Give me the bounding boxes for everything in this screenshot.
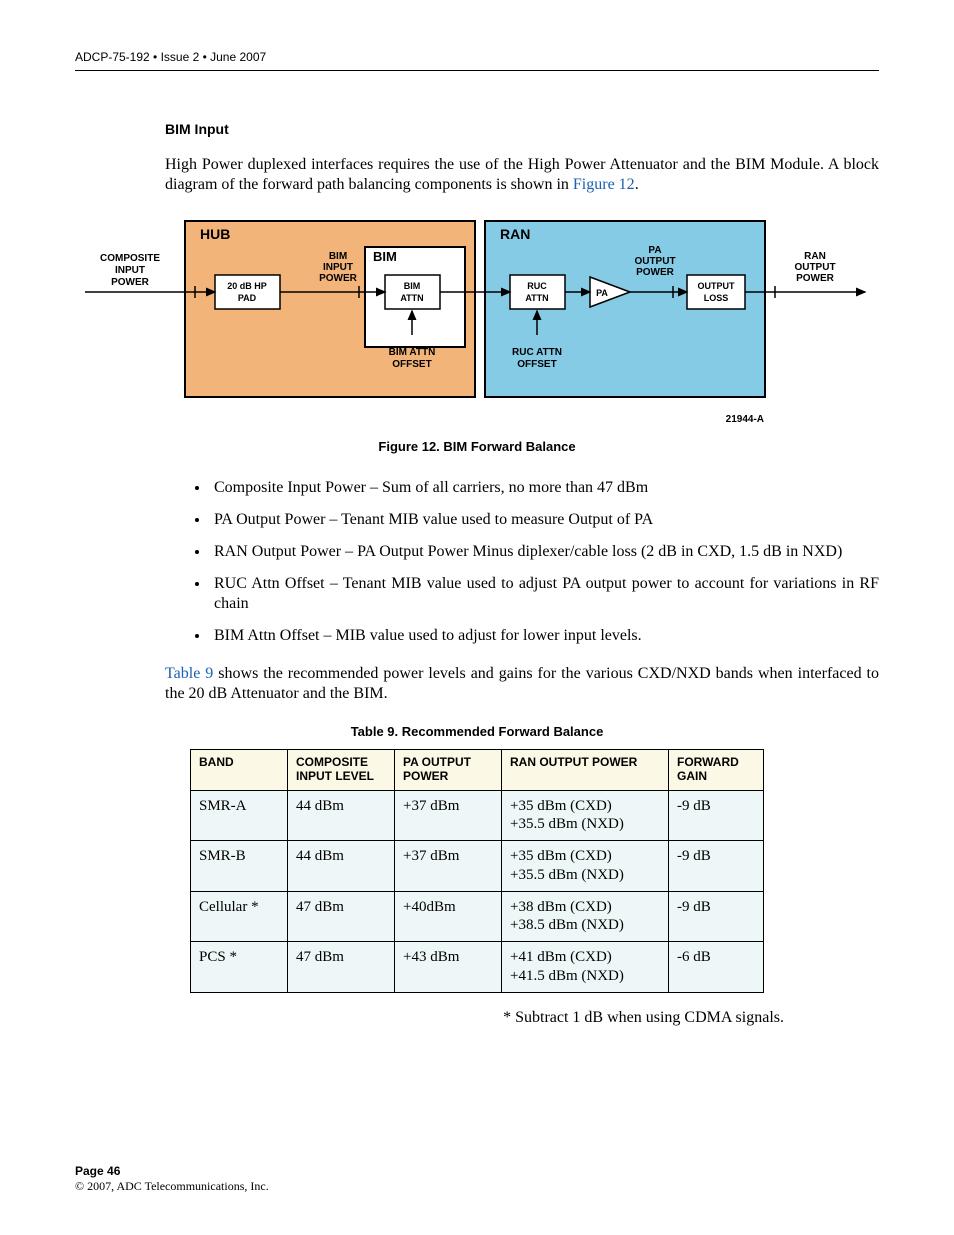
para2-rest: shows the recommended power levels and g… [165, 665, 879, 702]
copyright: © 2007, ADC Telecommunications, Inc. [75, 1179, 269, 1193]
diagram-svg: HUB RAN BIM COMPOSITE INPUT POWER BIM IN… [75, 215, 879, 405]
cell: 47 dBm [288, 891, 395, 942]
section-title: BIM Input [165, 121, 879, 137]
table-caption: Table 9. Recommended Forward Balance [75, 724, 879, 739]
outloss-t2: LOSS [704, 293, 729, 303]
table-header-row: BAND COMPOSITE INPUT LEVEL PA OUTPUT POW… [191, 750, 764, 791]
ran-out-2: OUTPUT [794, 262, 835, 273]
cell: 44 dBm [288, 841, 395, 892]
intro-tail: . [635, 176, 639, 193]
cell: -9 dB [669, 891, 764, 942]
cell: -9 dB [669, 841, 764, 892]
intro-text: High Power duplexed interfaces requires … [165, 156, 879, 193]
cell: -6 dB [669, 942, 764, 993]
figure-caption: Figure 12. BIM Forward Balance [75, 439, 879, 454]
composite-label-1: COMPOSITE [100, 253, 160, 264]
col-composite: COMPOSITE INPUT LEVEL [288, 750, 395, 791]
table-row: Cellular * 47 dBm +40dBm +38 dBm (CXD)+3… [191, 891, 764, 942]
list-item: RAN Output Power – PA Output Power Minus… [210, 542, 879, 562]
cell: +40dBm [395, 891, 502, 942]
block-diagram: HUB RAN BIM COMPOSITE INPUT POWER BIM IN… [75, 215, 879, 425]
table-body: SMR-A 44 dBm +37 dBm +35 dBm (CXD)+35.5 … [191, 790, 764, 992]
cell: Cellular * [191, 891, 288, 942]
hub-label: HUB [200, 226, 230, 242]
rucattn-t2: ATTN [525, 293, 548, 303]
rucattn-t1: RUC [527, 281, 547, 291]
cell: SMR-A [191, 790, 288, 841]
col-pa-output: PA OUTPUT POWER [395, 750, 502, 791]
table-link[interactable]: Table 9 [165, 665, 213, 682]
bullet-list: Composite Input Power – Sum of all carri… [190, 478, 879, 646]
doc-header: ADCP-75-192 • Issue 2 • June 2007 [75, 50, 879, 71]
list-item: RUC Attn Offset – Tenant MIB value used … [210, 574, 879, 614]
cell: +35 dBm (CXD)+35.5 dBm (NXD) [502, 841, 669, 892]
recommended-balance-table: BAND COMPOSITE INPUT LEVEL PA OUTPUT POW… [190, 749, 764, 993]
bim-input-1: BIM [329, 251, 347, 262]
col-band: BAND [191, 750, 288, 791]
table-row: PCS * 47 dBm +43 dBm +41 dBm (CXD)+41.5 … [191, 942, 764, 993]
rucoff-t1: RUC ATTN [512, 347, 562, 358]
diagram-id: 21944-A [75, 414, 764, 425]
page-footer: Page 46 © 2007, ADC Telecommunications, … [75, 1164, 269, 1195]
cell: 47 dBm [288, 942, 395, 993]
figure-link[interactable]: Figure 12 [573, 176, 635, 193]
bim-input-2: INPUT [323, 262, 353, 273]
pa-t: PA [596, 288, 608, 298]
cell: +38 dBm (CXD)+38.5 dBm (NXD) [502, 891, 669, 942]
bimattn-t2: ATTN [400, 293, 423, 303]
table-row: SMR-B 44 dBm +37 dBm +35 dBm (CXD)+35.5 … [191, 841, 764, 892]
pad-t2: PAD [238, 293, 257, 303]
cell: +37 dBm [395, 790, 502, 841]
ran-label: RAN [500, 226, 530, 242]
composite-label-3: POWER [111, 277, 150, 288]
ran-out-3: POWER [796, 273, 835, 284]
pad-t1: 20 dB HP [227, 281, 267, 291]
list-item: BIM Attn Offset – MIB value used to adju… [210, 626, 879, 646]
cell: SMR-B [191, 841, 288, 892]
cell: PCS * [191, 942, 288, 993]
composite-label-2: INPUT [115, 265, 145, 276]
list-item: PA Output Power – Tenant MIB value used … [210, 510, 879, 530]
list-item: Composite Input Power – Sum of all carri… [210, 478, 879, 498]
bim-label: BIM [373, 249, 397, 264]
col-ran-output: RAN OUTPUT POWER [502, 750, 669, 791]
cell: +41 dBm (CXD)+41.5 dBm (NXD) [502, 942, 669, 993]
bimoff-t1: BIM ATTN [389, 347, 436, 358]
table-footnote: * Subtract 1 dB when using CDMA signals. [75, 1009, 784, 1027]
rucoff-t2: OFFSET [517, 359, 556, 370]
pa-out-3: POWER [636, 267, 675, 278]
cell: +35 dBm (CXD)+35.5 dBm (NXD) [502, 790, 669, 841]
col-forward-gain: FORWARD GAIN [669, 750, 764, 791]
pa-out-2: OUTPUT [634, 256, 675, 267]
bimattn-t1: BIM [404, 281, 421, 291]
cell: -9 dB [669, 790, 764, 841]
cell: 44 dBm [288, 790, 395, 841]
bim-input-3: POWER [319, 273, 358, 284]
table-row: SMR-A 44 dBm +37 dBm +35 dBm (CXD)+35.5 … [191, 790, 764, 841]
table-intro-paragraph: Table 9 shows the recommended power leve… [165, 664, 879, 704]
ran-out-1: RAN [804, 251, 826, 262]
page-number: Page 46 [75, 1164, 120, 1178]
intro-paragraph: High Power duplexed interfaces requires … [165, 155, 879, 195]
outloss-t1: OUTPUT [698, 281, 736, 291]
cell: +43 dBm [395, 942, 502, 993]
page: ADCP-75-192 • Issue 2 • June 2007 BIM In… [0, 0, 954, 1235]
pa-out-1: PA [648, 245, 661, 256]
cell: +37 dBm [395, 841, 502, 892]
bimoff-t2: OFFSET [392, 359, 431, 370]
